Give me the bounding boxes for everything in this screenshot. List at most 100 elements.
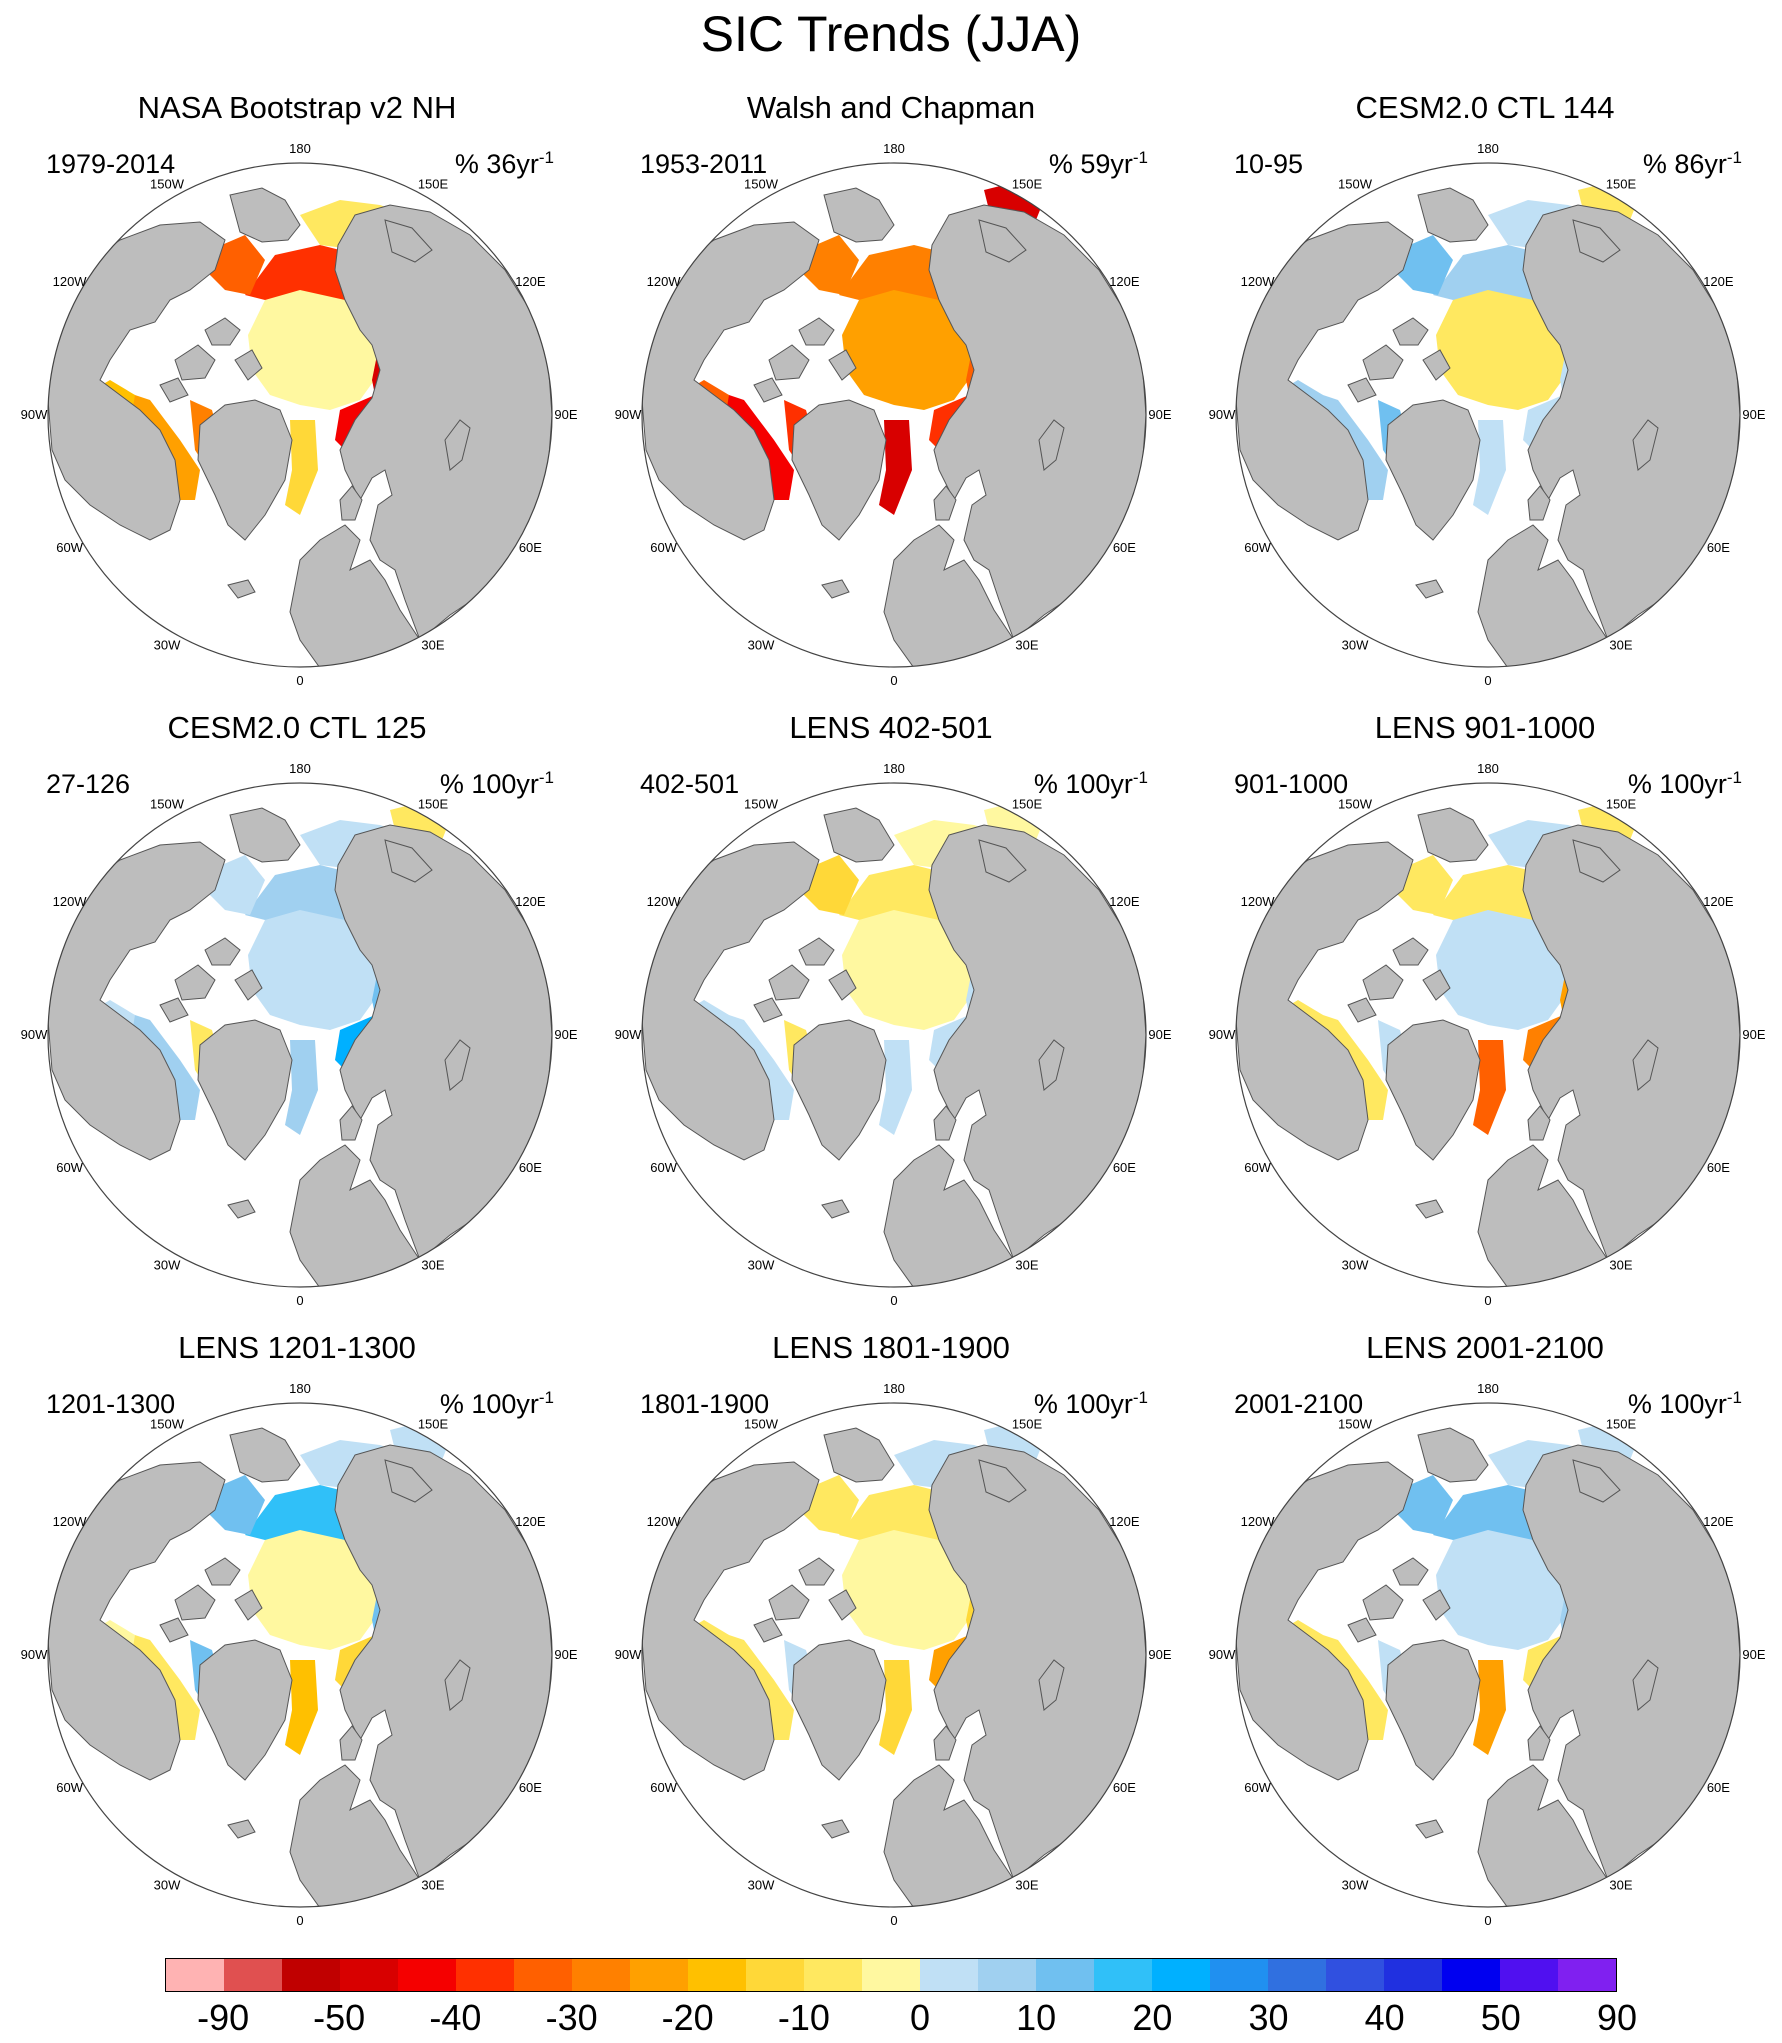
longitude-label: 120E bbox=[515, 274, 546, 289]
panel-title: LENS 2001-2100 bbox=[1366, 1330, 1604, 1365]
longitude-label: 60W bbox=[650, 540, 677, 555]
land-mass bbox=[821, 1199, 850, 1219]
land-mass bbox=[1347, 1617, 1377, 1643]
colorbar-tick-label: -20 bbox=[661, 1997, 714, 2038]
colorbar bbox=[165, 1958, 1617, 1992]
colorbar-swatch bbox=[340, 1959, 398, 1991]
panel-units: % 100yr-1 bbox=[1628, 762, 1742, 800]
land-mass bbox=[823, 807, 895, 863]
land-mass bbox=[159, 1617, 189, 1643]
land-mass bbox=[384, 219, 433, 263]
polar-map: 180 150E 120E 90E 60E 30E 0 30W 60W 90W 120W 150W bbox=[615, 1381, 1172, 1928]
longitude-label: 60E bbox=[519, 1160, 542, 1175]
land-mass bbox=[1236, 221, 1414, 541]
longitude-label: 150E bbox=[1012, 797, 1043, 812]
longitude-label: 150W bbox=[744, 177, 779, 192]
map-panel: 180 150E 120E 90E 60E 30E 0 30W 60W 90W 120W 150W CE… bbox=[0, 620, 594, 1308]
land-mass bbox=[1632, 1659, 1659, 1711]
longitude-label: 90E bbox=[554, 1647, 577, 1662]
land-mass bbox=[768, 344, 810, 381]
colorbar-tick-label: 50 bbox=[1480, 1997, 1521, 2038]
units-exponent: -1 bbox=[1132, 148, 1148, 167]
land-mass bbox=[229, 807, 301, 863]
sea-ice-trend-region bbox=[842, 1525, 974, 1650]
longitude-label: 60E bbox=[1707, 1160, 1730, 1175]
panel-title: LENS 1801-1900 bbox=[772, 1330, 1010, 1365]
land-mass bbox=[227, 1819, 256, 1839]
longitude-label: 150W bbox=[744, 1417, 779, 1432]
longitude-label: 90E bbox=[1148, 1647, 1171, 1662]
longitude-label: 60W bbox=[56, 1780, 83, 1795]
longitude-label: 60W bbox=[56, 540, 83, 555]
colorbar-swatch bbox=[1384, 1959, 1442, 1991]
land-mass bbox=[1038, 419, 1065, 471]
polar-map: 180 150E 120E 90E 60E 30E 0 30W 60W 90W 120W 150W bbox=[1209, 761, 1766, 1308]
panel-period: 2001-2100 bbox=[1234, 1389, 1364, 1419]
colorbar-swatch bbox=[1558, 1959, 1616, 1991]
land-mass bbox=[289, 524, 421, 667]
units-text: % 100yr bbox=[1033, 769, 1133, 799]
colorbar-swatch bbox=[746, 1959, 804, 1991]
land-mass bbox=[768, 1584, 810, 1621]
longitude-label: 90W bbox=[21, 1647, 48, 1662]
land-mass bbox=[753, 1617, 783, 1643]
longitude-label: 120E bbox=[1703, 274, 1734, 289]
land-mass bbox=[289, 1144, 421, 1287]
land-mass bbox=[1572, 219, 1621, 263]
land-mass bbox=[753, 377, 783, 403]
map-panel: 180 150E 120E 90E 60E 30E 0 30W 60W 90W 120W 150W CE… bbox=[1188, 0, 1782, 688]
panel-title: LENS 402-501 bbox=[789, 710, 993, 745]
panel-units: % 100yr-1 bbox=[1034, 762, 1148, 800]
polar-map: 180 150E 120E 90E 60E 30E 0 30W 60W 90W 120W 150W bbox=[615, 761, 1172, 1308]
land-mass bbox=[1527, 1105, 1551, 1141]
land-mass bbox=[978, 839, 1027, 883]
longitude-label: 30W bbox=[1342, 637, 1369, 652]
colorbar-swatch bbox=[1442, 1959, 1500, 1991]
longitude-label: 120E bbox=[515, 1514, 546, 1529]
longitude-label: 30W bbox=[1342, 1877, 1369, 1892]
land-mass bbox=[1385, 399, 1481, 541]
land-mass bbox=[642, 1461, 820, 1781]
land-mass bbox=[828, 349, 857, 381]
sea-ice-trend-region bbox=[842, 285, 974, 410]
land-mass bbox=[1572, 1459, 1621, 1503]
longitude-label: 0 bbox=[1484, 1293, 1491, 1308]
longitude-label: 0 bbox=[1484, 1913, 1491, 1928]
longitude-label: 0 bbox=[296, 673, 303, 688]
longitude-label: 150E bbox=[1606, 177, 1637, 192]
units-text: % 59yr bbox=[1048, 149, 1133, 179]
land-mass bbox=[828, 1589, 857, 1621]
longitude-label: 30E bbox=[1609, 637, 1632, 652]
longitude-label: 60E bbox=[519, 1780, 542, 1795]
colorbar-swatch bbox=[920, 1959, 978, 1991]
sea-ice-trend-region bbox=[879, 420, 912, 515]
sea-ice-trend-region bbox=[285, 1040, 318, 1135]
colorbar-swatch bbox=[398, 1959, 456, 1991]
longitude-label: 90W bbox=[1209, 407, 1236, 422]
land-mass bbox=[828, 969, 857, 1001]
land-mass bbox=[791, 1019, 887, 1161]
panel-period: 1953-2011 bbox=[640, 149, 768, 179]
panel-period: 901-1000 bbox=[1234, 769, 1349, 799]
colorbar-swatch bbox=[1268, 1959, 1326, 1991]
colorbar-labels: -90 -50 -40 -30 -20 -10 0 10 20 30 40 50 90 bbox=[0, 1996, 1782, 2041]
sea-ice-trend-region bbox=[285, 420, 318, 515]
colorbar-swatch bbox=[1210, 1959, 1268, 1991]
longitude-label: 30W bbox=[748, 1257, 775, 1272]
colorbar-tick-label: 90 bbox=[1596, 1997, 1638, 2038]
longitude-label: 30W bbox=[154, 637, 181, 652]
map-boundary bbox=[641, 162, 1147, 668]
land-mass bbox=[1347, 997, 1377, 1023]
colorbar-tick-label: -40 bbox=[429, 1997, 482, 2038]
sea-ice-trend-region bbox=[804, 855, 859, 915]
land-mass bbox=[204, 317, 241, 346]
longitude-label: 150W bbox=[1338, 177, 1373, 192]
colorbar-tick-label: 0 bbox=[909, 1997, 931, 2038]
land-mass bbox=[1632, 1039, 1659, 1091]
panel-title: NASA Bootstrap v2 NH bbox=[137, 90, 457, 125]
sea-ice-trend-region bbox=[248, 905, 380, 1030]
longitude-label: 60E bbox=[1113, 540, 1136, 555]
land-mass bbox=[1527, 1725, 1551, 1761]
longitude-label: 120W bbox=[647, 274, 682, 289]
longitude-label: 150E bbox=[1606, 1417, 1637, 1432]
